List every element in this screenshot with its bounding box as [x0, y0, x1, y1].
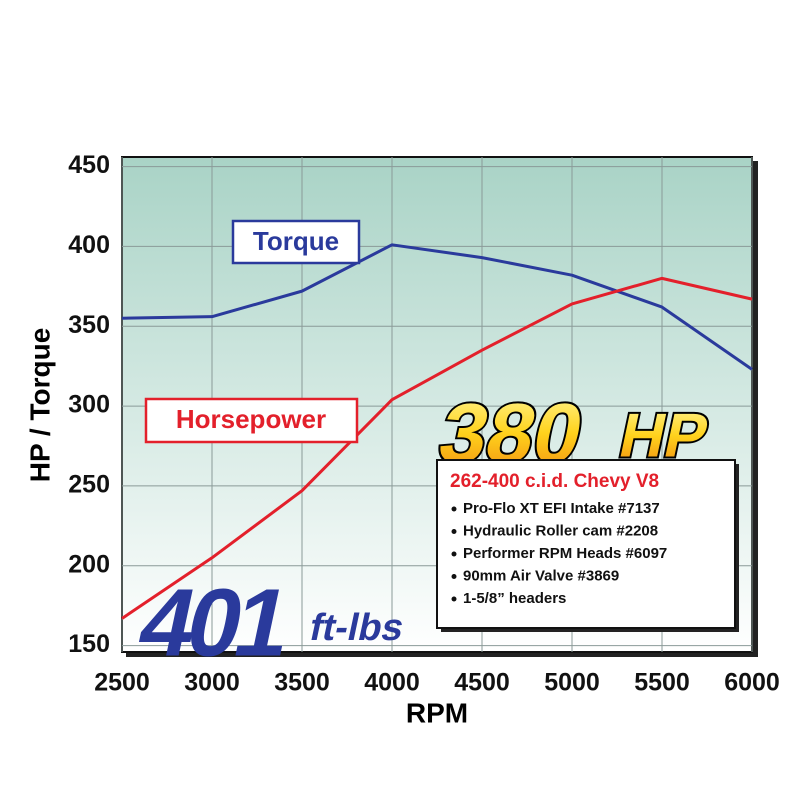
spec-item: Hydraulic Roller cam #2208	[463, 522, 658, 539]
y-tick-label: 300	[68, 391, 110, 419]
torque-label-box	[231, 219, 361, 265]
y-tick-label: 150	[68, 630, 110, 658]
bullet	[451, 529, 457, 534]
spec-title: 262-400 c.i.d. Chevy V8	[450, 471, 659, 492]
bullet	[451, 551, 457, 557]
x-tick-label: 5500	[634, 669, 690, 697]
spec-item: 1-5/8” headers	[463, 590, 566, 607]
x-tick-label: 3000	[184, 669, 240, 697]
y-tick-label: 450	[68, 151, 110, 179]
y-tick-label: 400	[68, 231, 110, 259]
x-tick-label: 4500	[454, 669, 510, 697]
spec-item: Performer RPM Heads #6097	[463, 545, 667, 562]
torque-number: 401	[130, 568, 299, 676]
series-line	[121, 243, 753, 371]
bullet	[451, 574, 457, 579]
spec-list: Pro-Flo XT EFI Intake #7137 Hydraulic Rol…	[451, 500, 667, 607]
spec-item: 90mm Air Valve #3869	[463, 567, 619, 584]
y-tick-label: 200	[68, 550, 110, 578]
torque-callout: 401 ft-lbs	[130, 568, 408, 676]
spec-item: Pro-Flo XT EFI Intake #7137	[463, 500, 660, 517]
hp-label-box	[144, 397, 359, 444]
torque-unit: ft-lbs	[306, 606, 408, 649]
x-tick-label: 2500	[94, 669, 150, 697]
spec-box	[436, 459, 736, 629]
bullet	[451, 506, 457, 512]
x-tick-label: 3500	[274, 669, 330, 697]
x-tick-label: 5000	[544, 669, 600, 697]
y-tick-label: 350	[68, 311, 110, 339]
bullet	[451, 596, 457, 602]
x-tick-label: 4000	[364, 669, 420, 697]
torque-label: Torque	[253, 226, 339, 256]
y-tick-label: 250	[68, 471, 110, 499]
lines	[121, 243, 753, 620]
x-axis-title: RPM	[406, 697, 468, 728]
series-line	[121, 276, 753, 620]
y-axis-title: HP / Torque	[24, 328, 55, 483]
hp-label: Horsepower	[176, 404, 326, 434]
x-tick-label: 6000	[724, 669, 780, 697]
